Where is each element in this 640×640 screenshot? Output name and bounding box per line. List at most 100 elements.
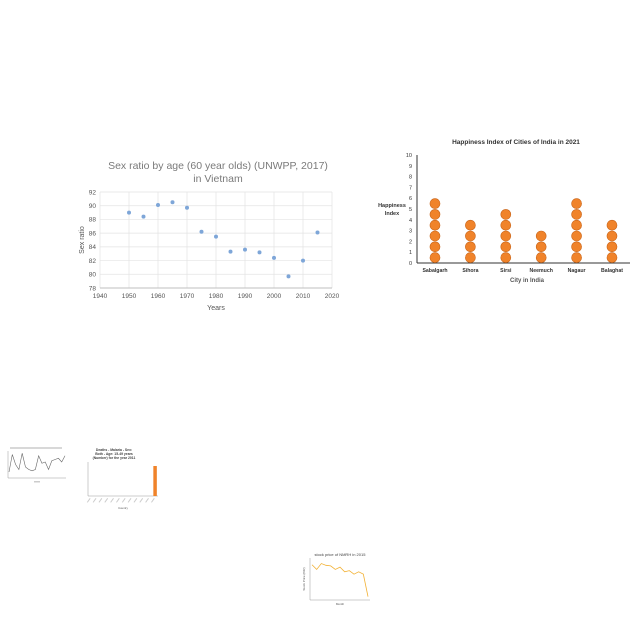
pictograph-dot xyxy=(535,230,547,242)
chart-title: Sex ratio by age (60 year olds) (UNWPP, … xyxy=(108,160,328,172)
x-axis-label: City in India xyxy=(510,278,545,284)
pictograph-dot xyxy=(571,209,582,220)
pictograph-dot xyxy=(571,230,582,242)
pictograph-dot xyxy=(429,198,441,209)
data-point xyxy=(315,230,320,235)
pictograph-dot xyxy=(571,219,582,231)
x-tick-label: 2020 xyxy=(325,293,340,300)
small-line-plot xyxy=(7,447,66,483)
sex-ratio-chart: Sex ratio by age (60 year olds) (UNWPP, … xyxy=(70,150,350,320)
y-tick-label: 80 xyxy=(89,272,97,279)
title-placeholder xyxy=(10,447,62,449)
chart-title: Deaths - Malaria - Sex: xyxy=(96,448,132,452)
stock-price-chart: stock price of NMRH in 2015 Month Stock … xyxy=(300,550,376,606)
y-tick-label: 7 xyxy=(409,185,412,191)
pictograph-dot xyxy=(429,230,441,242)
pictograph-dot xyxy=(429,219,441,231)
data-point xyxy=(301,258,305,263)
series-line xyxy=(8,453,66,473)
y-tick-label: 82 xyxy=(89,258,97,265)
y-tick-label: 0 xyxy=(409,261,412,267)
pictograph-dot xyxy=(500,230,512,242)
y-tick-label: 90 xyxy=(89,203,97,210)
y-tick-label: 78 xyxy=(89,285,97,292)
y-tick-label: 4 xyxy=(409,218,412,224)
pictograph-dot xyxy=(465,230,476,242)
pictograph-dot xyxy=(500,219,512,231)
x-tick-label: Nagaur xyxy=(568,268,586,274)
x-tick-label xyxy=(116,498,120,503)
stock-price-plot: stock price of NMRH in 2015 Month Stock … xyxy=(302,552,370,606)
pictograph-dot xyxy=(429,252,441,263)
pictograph-dot xyxy=(535,252,547,263)
x-tick-label: 1940 xyxy=(93,293,108,300)
x-tick-label xyxy=(151,498,155,503)
happiness-index-chart: Happiness Index of Cities of India in 20… xyxy=(370,133,640,290)
data-point xyxy=(170,200,175,205)
y-tick-label: 92 xyxy=(89,189,97,196)
x-tick-label: Sihora xyxy=(462,268,478,274)
data-point xyxy=(243,247,247,252)
x-tick-label: 1970 xyxy=(180,293,195,300)
x-axis-label: Month xyxy=(336,602,345,606)
x-tick-label xyxy=(110,498,114,503)
y-tick-label: 2 xyxy=(409,239,412,245)
x-axis-label: Years xyxy=(207,305,225,312)
y-axis-label: Happiness xyxy=(378,203,406,209)
chart-title-line-2: in Vietnam xyxy=(193,173,243,185)
pictograph-dot xyxy=(606,252,618,263)
chart-title-line-3: (Number) for the year 2011 xyxy=(93,456,136,460)
pictograph-dot xyxy=(465,219,476,231)
x-label-placeholder xyxy=(34,481,40,483)
y-tick-label: 5 xyxy=(409,207,412,213)
x-tick-label xyxy=(145,498,149,503)
data-point xyxy=(185,205,189,210)
pictograph-dot xyxy=(429,241,441,253)
x-tick-label: Sabalgarh xyxy=(422,268,447,274)
x-tick-label: 1950 xyxy=(122,293,137,300)
y-tick-label: 6 xyxy=(409,196,412,202)
x-tick-label: Balaghat xyxy=(601,268,623,274)
data-point xyxy=(286,274,291,279)
x-tick-label xyxy=(92,498,97,503)
x-tick-label: 1980 xyxy=(209,293,224,300)
y-tick-label: 84 xyxy=(89,244,97,251)
x-tick-label: Sirsi xyxy=(500,268,512,274)
y-tick-label: 8 xyxy=(409,175,412,181)
pictograph-dot xyxy=(500,252,512,263)
pictograph-dot xyxy=(606,230,618,242)
x-tick-label: 1990 xyxy=(238,293,253,300)
stock-price-line xyxy=(311,563,369,597)
pictograph-dot xyxy=(606,241,618,253)
x-tick-label: 1960 xyxy=(151,293,166,300)
x-tick-label: 2010 xyxy=(296,293,311,300)
data-point xyxy=(228,249,233,254)
pictograph-dot xyxy=(571,241,582,253)
y-tick-label: 1 xyxy=(409,250,412,256)
y-tick-label: 3 xyxy=(409,229,412,235)
x-tick-label: Neemuch xyxy=(530,268,553,274)
malaria-deaths-chart: Deaths - Malaria - Sex: Both - Age: 15-4… xyxy=(78,446,164,512)
pictograph-dot xyxy=(500,209,512,220)
pictograph-dot xyxy=(606,219,618,231)
chart-title-line-2: Both - Age: 15-49 years xyxy=(95,452,133,456)
x-tick-label xyxy=(86,498,91,503)
data-point xyxy=(156,203,160,208)
y-tick-label: 88 xyxy=(89,217,97,224)
small-line-chart xyxy=(0,445,70,485)
data-point xyxy=(214,234,218,239)
x-tick-label xyxy=(139,498,144,503)
x-tick-label xyxy=(121,498,126,503)
y-axis-label: Sex ratio xyxy=(79,226,86,254)
data-point xyxy=(127,210,131,215)
data-point xyxy=(257,250,262,255)
data-point xyxy=(272,255,276,260)
pictograph-dot xyxy=(535,241,547,253)
x-tick-label xyxy=(133,498,138,503)
x-tick-label xyxy=(98,498,103,503)
y-axis-label-line-2: Index xyxy=(385,211,400,217)
data-point xyxy=(141,214,146,219)
y-tick-label: 86 xyxy=(89,230,97,237)
y-tick-label: 9 xyxy=(409,164,412,170)
data-point xyxy=(199,229,204,234)
